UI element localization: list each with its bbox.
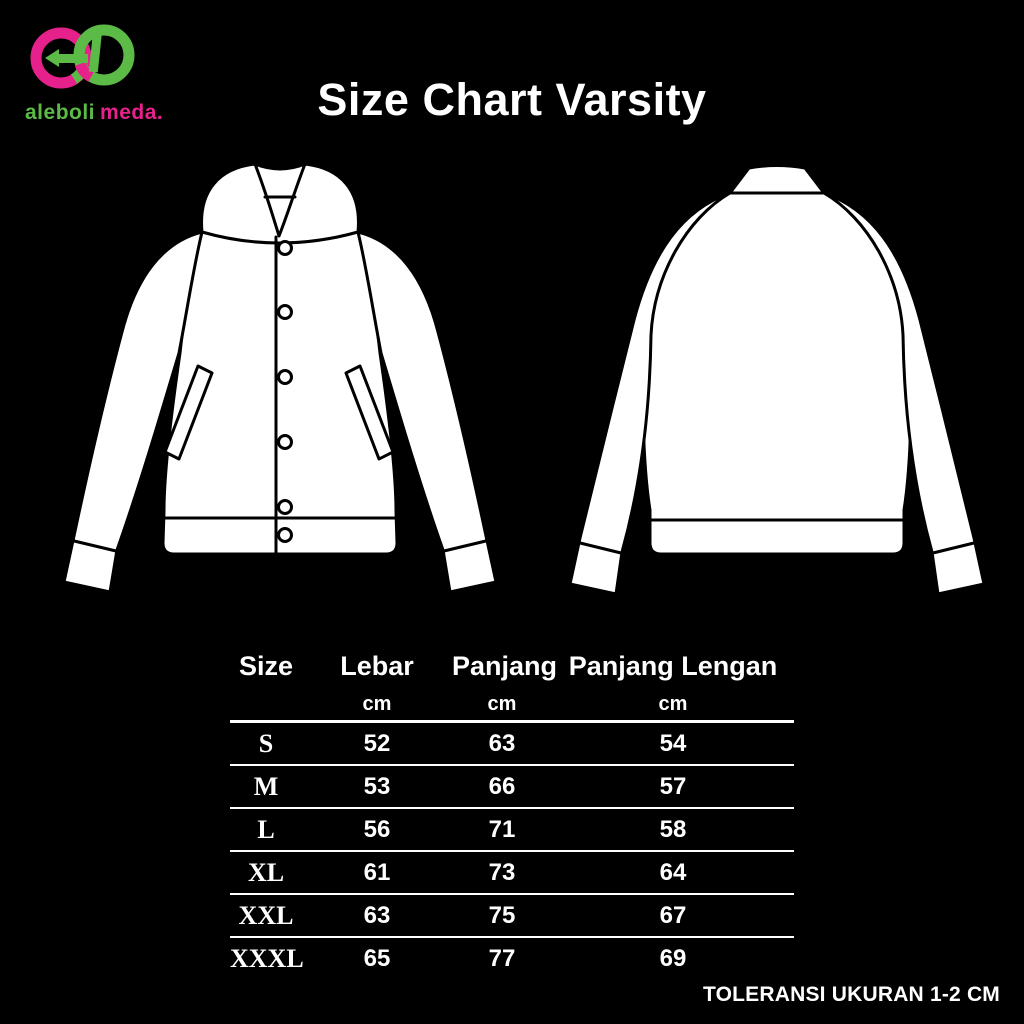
panjang-lengan-value: 67 [659,901,687,929]
lebar-value: 53 [363,772,391,800]
brand-logo-gd-icon [30,24,135,89]
size-table: Size Lebar Panjang Panjang Lengan cm cm … [230,644,794,979]
table-row-s: S 52 63 54 [230,720,794,764]
brand-word-aleboli: aleboli [25,101,96,124]
unit-label-lebar: cm [362,692,392,715]
table-row-xxl: XXL 63 75 67 [230,893,794,936]
panjang-value: 63 [488,729,516,757]
panjang-value: 73 [488,858,516,886]
panjang-lengan-value: 57 [659,772,687,800]
size-label: M [253,771,279,801]
panjang-lengan-value: 69 [659,944,687,972]
size-label: XXL [238,900,294,930]
varsity-jacket-front-illustration [62,162,498,594]
size-table-unit-row: cm cm cm [230,688,794,720]
size-label: XL [247,857,285,887]
panjang-value: 75 [488,901,516,929]
panjang-lengan-value: 58 [659,815,687,843]
brand-word-meda: meda. [100,101,164,124]
brand-name: aleboli meda. [25,101,185,125]
panjang-value: 71 [488,815,516,843]
table-row-m: M 53 66 57 [230,764,794,807]
panjang-value: 66 [488,772,516,800]
brand-logo: aleboli meda. [25,18,185,125]
table-row-xxxl: XXXL 65 77 69 [230,936,794,979]
column-header-lebar: Lebar [340,650,414,681]
panjang-lengan-value: 54 [659,729,687,757]
lebar-value: 63 [363,901,391,929]
varsity-jacket-back-illustration [568,164,986,596]
table-row-xl: XL 61 73 64 [230,850,794,893]
size-table-header-row: Size Lebar Panjang Panjang Lengan [230,644,794,688]
tolerance-note: TOLERANSI UKURAN 1-2 CM [702,983,1000,1006]
page-title: Size Chart Varsity [317,74,707,125]
column-header-size: Size [238,650,294,681]
size-label: L [257,814,275,844]
lebar-value: 52 [363,729,391,757]
unit-label-panjang-lengan: cm [658,692,688,715]
panjang-value: 77 [488,944,516,972]
lebar-value: 56 [363,815,391,843]
panjang-lengan-value: 64 [659,858,687,886]
lebar-value: 61 [363,858,391,886]
size-label: XXXL [230,943,304,973]
column-header-panjang: Panjang [452,650,558,681]
size-label: S [258,728,274,758]
lebar-value: 65 [363,944,391,972]
table-row-l: L 56 71 58 [230,807,794,850]
unit-label-panjang: cm [487,692,517,715]
column-header-panjang-lengan: Panjang Lengan [568,650,778,681]
